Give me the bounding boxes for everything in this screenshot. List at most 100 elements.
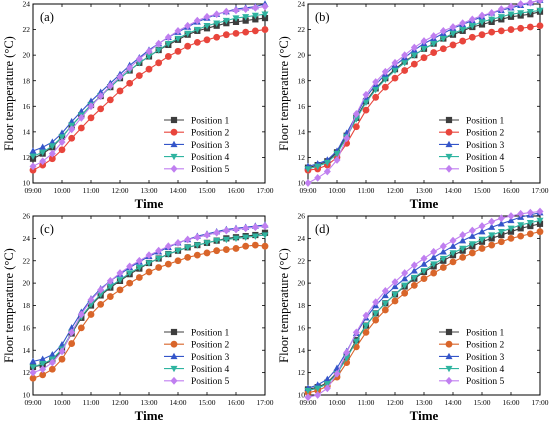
data-point <box>430 253 438 261</box>
data-point <box>517 24 525 32</box>
y-tick-label: 10 <box>298 391 306 400</box>
x-tick-label: 15:00 <box>473 398 490 407</box>
data-point <box>459 37 467 45</box>
data-point <box>97 300 105 308</box>
data-point <box>449 258 457 266</box>
data-point <box>410 267 418 274</box>
data-point <box>304 179 312 187</box>
series-2 <box>304 228 544 397</box>
data-point <box>449 250 457 257</box>
data-point <box>97 105 105 113</box>
y-tick-label: 16 <box>298 102 306 111</box>
data-point <box>155 59 163 67</box>
data-point <box>488 217 496 226</box>
x-tick-label: 10:00 <box>328 186 345 195</box>
y-tick-label: 24 <box>298 0 306 9</box>
data-point <box>497 27 505 35</box>
data-point <box>184 30 192 38</box>
legend-marker <box>445 153 453 161</box>
data-point <box>420 37 428 45</box>
data-point <box>352 123 360 131</box>
data-point <box>174 247 182 255</box>
legend-marker <box>170 153 178 161</box>
data-point <box>507 2 515 11</box>
data-point <box>439 242 447 251</box>
data-point <box>87 311 95 318</box>
data-point <box>106 276 114 285</box>
data-point <box>459 19 467 28</box>
y-tick-label: 18 <box>298 301 306 310</box>
data-point <box>507 212 515 220</box>
data-point <box>29 364 37 371</box>
data-point <box>87 114 95 122</box>
data-point <box>401 51 409 60</box>
x-tick-label: 10:00 <box>328 398 345 407</box>
data-point <box>304 166 312 173</box>
data-point <box>193 242 201 249</box>
data-point <box>155 264 163 271</box>
data-point <box>193 233 201 242</box>
legend-label: Position 5 <box>466 377 505 387</box>
data-point <box>126 79 134 87</box>
data-point <box>261 2 269 11</box>
data-point <box>459 245 467 253</box>
y-tick-label: 20 <box>298 51 306 60</box>
x-tick-label: 09:00 <box>299 186 316 195</box>
data-point <box>145 268 153 276</box>
data-point <box>135 264 143 272</box>
data-point <box>420 254 428 263</box>
y-tick-label: 24 <box>298 234 306 243</box>
y-tick-label: 12 <box>23 368 31 377</box>
legend-marker <box>170 164 178 173</box>
legend-label: Position 4 <box>191 365 230 375</box>
series-line <box>32 17 266 160</box>
x-tick-label: 14:00 <box>169 186 186 195</box>
legend: Position 1 Position 2 Position 3 Position 4… <box>439 328 505 387</box>
x-tick-label: 11:00 <box>358 398 375 407</box>
data-point <box>449 30 457 38</box>
data-point <box>242 242 250 250</box>
x-tick-label: 16:00 <box>227 186 244 195</box>
data-point <box>68 125 76 134</box>
legend-label: Position 3 <box>191 141 230 151</box>
data-point <box>222 31 230 39</box>
x-tick-label: 16:00 <box>502 398 519 407</box>
data-point <box>39 149 47 157</box>
data-point <box>232 245 240 252</box>
legend-marker <box>445 164 453 173</box>
legend-marker <box>170 340 178 348</box>
series-5 <box>29 222 269 377</box>
data-point <box>526 220 534 227</box>
data-point <box>203 36 211 44</box>
data-point <box>155 255 163 263</box>
data-point <box>58 134 66 141</box>
data-point <box>372 298 380 307</box>
data-point <box>222 7 230 16</box>
y-tick-label: 22 <box>298 256 306 265</box>
data-point <box>372 310 380 318</box>
data-point <box>29 162 37 171</box>
legend-label: Position 5 <box>191 165 230 175</box>
data-point <box>314 163 322 171</box>
data-point <box>97 285 105 294</box>
data-point <box>517 0 525 8</box>
data-point <box>391 291 399 299</box>
series-2 <box>29 26 269 174</box>
data-point <box>488 16 496 24</box>
y-tick-label: 16 <box>23 323 31 332</box>
legend: Position 1 Position 2 Position 3 Position 4… <box>164 116 230 175</box>
data-point <box>333 369 341 378</box>
data-point <box>39 365 47 374</box>
data-point <box>174 26 182 35</box>
legend-label: Position 2 <box>191 129 230 139</box>
data-point <box>401 67 409 74</box>
data-point <box>468 23 476 30</box>
data-point <box>314 391 322 399</box>
data-point <box>362 328 370 336</box>
panel-tag: (c) <box>40 222 54 236</box>
legend-label: Position 2 <box>466 341 505 351</box>
data-point <box>184 244 192 252</box>
data-point <box>213 33 221 41</box>
data-point <box>261 11 269 18</box>
